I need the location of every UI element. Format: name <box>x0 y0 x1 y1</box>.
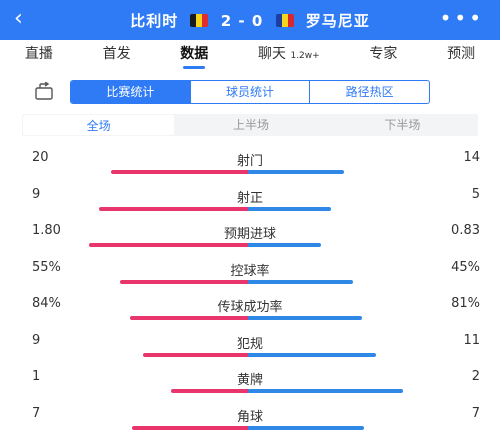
back-arrow-icon[interactable]: ‹ <box>14 6 23 31</box>
away-stat-value: 5 <box>471 186 480 202</box>
away-team-name: 罗马尼亚 <box>305 12 370 30</box>
tab-bar: 直播 首发 数据 聊天 1.2w+ 专家 预测 <box>0 40 500 70</box>
stat-row: 9 犯规 11 <box>0 333 500 369</box>
home-stat-bar <box>120 279 248 284</box>
stat-name: 预期进球 <box>223 227 276 242</box>
stat-row: 20 射门 14 <box>0 150 500 186</box>
away-stat-bar <box>248 425 365 430</box>
period-second-half[interactable]: 下半场 <box>384 118 421 132</box>
tab-prediction[interactable]: 预测 <box>447 46 476 62</box>
stat-name: 射门 <box>236 154 263 169</box>
match-header: ‹ 比利时 2 - 0 罗马尼亚 ••• <box>0 0 500 40</box>
away-stat-bar <box>248 170 344 174</box>
home-stat-bar <box>131 425 248 430</box>
home-stat-value: 84% <box>32 296 61 311</box>
stat-row: 7 角球 7 <box>0 406 500 442</box>
tab-data[interactable]: 数据 <box>180 40 208 70</box>
stat-row: 55% 控球率 45% <box>0 260 500 296</box>
home-stat-value: 1 <box>32 369 41 384</box>
away-stat-bar <box>248 352 376 357</box>
home-stat-bar <box>170 389 248 393</box>
period-selector: 全场 上半场 下半场 <box>22 114 478 136</box>
home-stat-value: 1.80 <box>32 223 61 238</box>
home-stat-value: 7 <box>32 405 41 421</box>
more-dots-icon[interactable]: ••• <box>439 6 484 30</box>
away-stat-bar <box>248 316 363 320</box>
home-stat-bar <box>98 206 248 211</box>
away-stat-bar <box>248 389 404 393</box>
home-stat-value: 9 <box>32 332 41 348</box>
tab-lineup[interactable]: 首发 <box>102 46 131 62</box>
stat-name: 控球率 <box>230 263 270 279</box>
segment-match-stats[interactable]: 比赛统计 <box>71 81 190 103</box>
stat-name: 角球 <box>236 409 263 425</box>
home-team-name: 比利时 <box>130 12 179 30</box>
away-stat-value: 2 <box>471 369 480 384</box>
stat-row: 1 黄牌 2 <box>0 369 500 405</box>
chat-count-badge: 1.2w+ <box>290 51 320 61</box>
tab-live[interactable]: 直播 <box>24 46 53 62</box>
home-stat-value: 9 <box>32 186 41 202</box>
away-stat-value: 11 <box>463 332 480 348</box>
score-value: 2 - 0 <box>220 12 264 30</box>
match-score: 比利时 2 - 0 罗马尼亚 <box>0 10 500 31</box>
period-full-match[interactable]: 全场 <box>23 115 175 135</box>
share-export-icon[interactable] <box>34 82 54 100</box>
romania-flag-icon <box>275 14 294 27</box>
home-stat-value: 55% <box>32 259 61 275</box>
home-stat-value: 20 <box>32 150 49 165</box>
stat-name: 传球成功率 <box>217 300 283 315</box>
away-stat-bar <box>248 206 331 211</box>
away-stat-bar <box>248 279 353 284</box>
home-stat-bar <box>88 243 248 247</box>
away-stat-value: 7 <box>471 405 480 421</box>
stat-row: 9 射正 5 <box>0 187 500 223</box>
belgium-flag-icon <box>190 14 209 27</box>
tab-chat[interactable]: 聊天 1.2w+ <box>258 46 320 62</box>
segment-heat-zones[interactable]: 路径热区 <box>309 81 429 103</box>
stat-row: 84% 传球成功率 81% <box>0 296 500 332</box>
tab-experts[interactable]: 专家 <box>369 46 398 62</box>
away-stat-value: 14 <box>463 150 480 165</box>
stat-name: 射正 <box>236 190 263 206</box>
stat-name: 犯规 <box>236 336 263 352</box>
period-first-half[interactable]: 上半场 <box>232 118 269 132</box>
segment-player-stats[interactable]: 球员统计 <box>189 81 310 103</box>
away-stat-value: 0.83 <box>451 223 480 238</box>
stat-name: 黄牌 <box>236 373 263 388</box>
away-stat-value: 81% <box>451 296 480 311</box>
stat-row: 1.80 预期进球 0.83 <box>0 223 500 259</box>
home-stat-bar <box>143 352 248 357</box>
home-stat-bar <box>111 170 248 174</box>
away-stat-bar <box>248 243 322 247</box>
away-stat-value: 45% <box>451 259 480 275</box>
stats-segment-control: 比赛统计 球员统计 路径热区 <box>70 80 430 104</box>
home-stat-bar <box>129 316 248 320</box>
